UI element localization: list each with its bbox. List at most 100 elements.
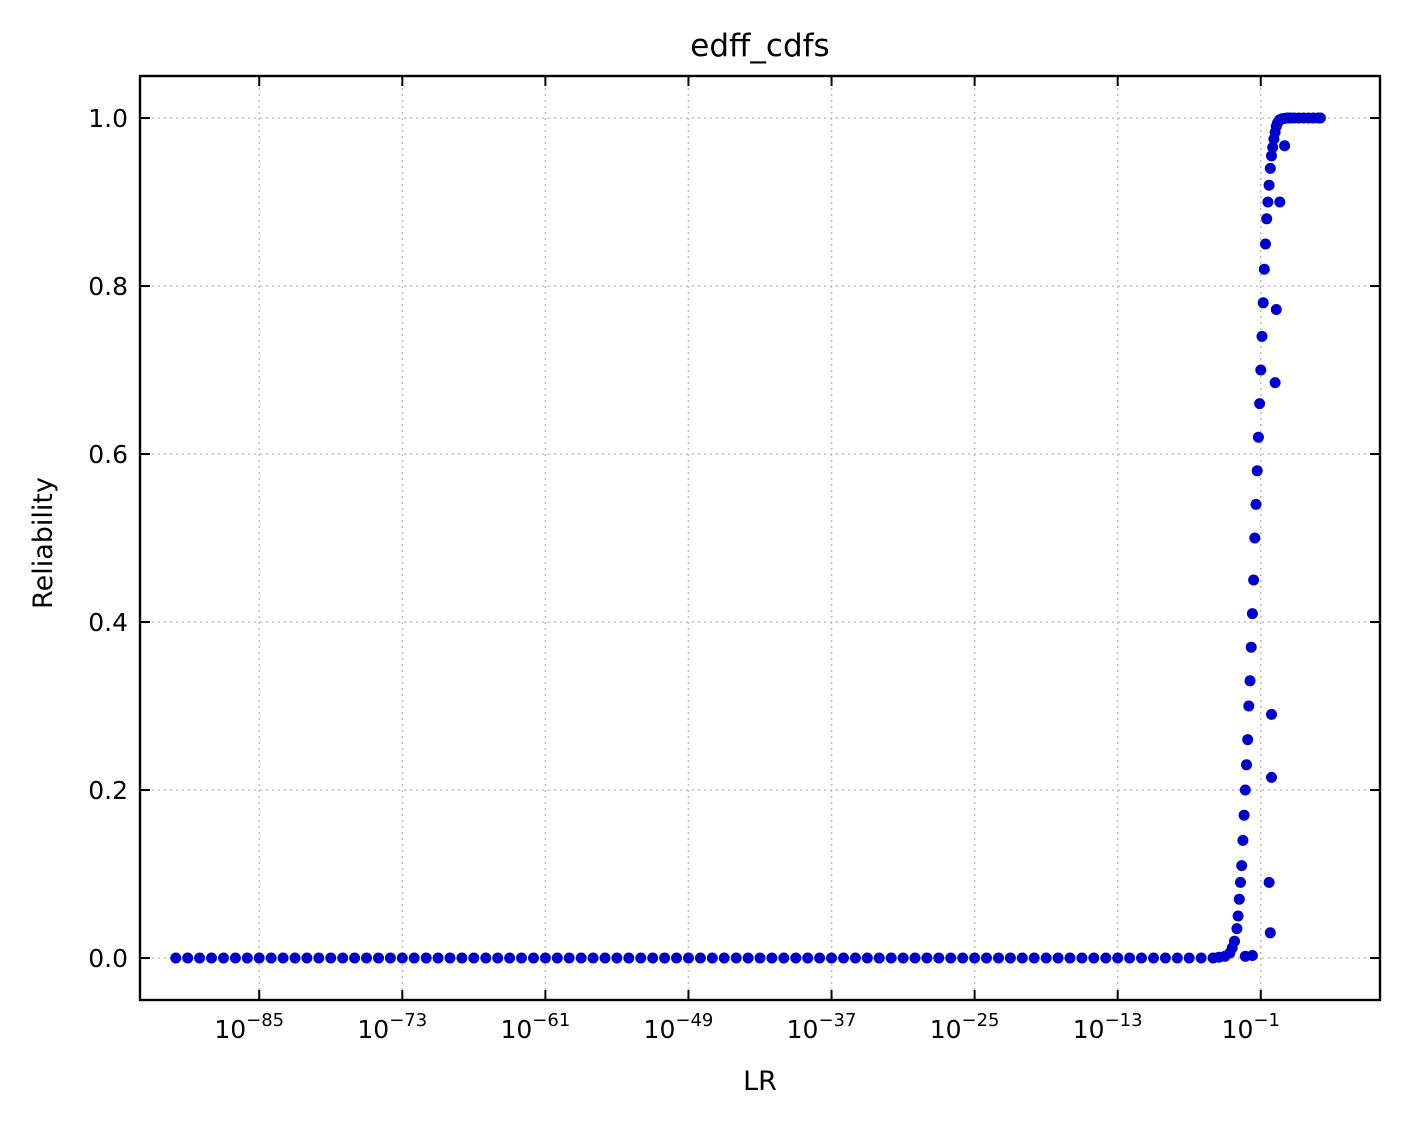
- data-point: [838, 952, 849, 964]
- data-point: [659, 952, 671, 964]
- data-point: [575, 952, 587, 964]
- data-point: [373, 952, 384, 964]
- data-point: [1254, 398, 1266, 410]
- data-point: [826, 952, 837, 964]
- data-point: [1136, 952, 1147, 964]
- data-point: [909, 952, 921, 964]
- x-tick-base: 10: [357, 1015, 389, 1044]
- x-tick-base: 10: [644, 1015, 676, 1044]
- data-point: [1241, 759, 1252, 771]
- data-point: [1267, 141, 1279, 153]
- data-point: [730, 952, 742, 964]
- data-point: [778, 952, 790, 964]
- data-point: [635, 952, 647, 964]
- data-point: [957, 952, 969, 964]
- data-point: [194, 952, 206, 964]
- data-point: [897, 952, 909, 964]
- data-point: [1250, 498, 1262, 510]
- data-point: [241, 952, 253, 964]
- points-layer: [170, 112, 1326, 964]
- data-point: [1251, 465, 1263, 477]
- data-point: [694, 952, 706, 964]
- data-point: [1064, 952, 1076, 964]
- x-tick-label: 10−25: [930, 1010, 1000, 1044]
- x-tick-exponent: −49: [675, 1010, 713, 1031]
- data-point: [325, 952, 337, 964]
- x-axis-label: LR: [743, 1066, 777, 1097]
- x-tick-exponent: −61: [532, 1010, 570, 1031]
- data-point: [1112, 952, 1124, 964]
- data-point: [253, 952, 265, 964]
- data-point: [384, 952, 396, 964]
- data-point: [1258, 263, 1270, 275]
- data-point: [1246, 950, 1258, 961]
- data-point: [1100, 952, 1112, 964]
- data-point: [611, 952, 623, 964]
- data-point: [480, 952, 492, 964]
- data-point: [1236, 860, 1248, 872]
- data-point: [1314, 112, 1326, 124]
- data-point: [1266, 771, 1277, 783]
- y-tick-label: 0.0: [88, 944, 128, 973]
- data-point: [599, 952, 611, 964]
- data-point: [1076, 952, 1088, 964]
- data-point: [873, 952, 885, 964]
- data-point: [182, 952, 194, 964]
- data-point: [1088, 952, 1100, 964]
- data-point: [1028, 952, 1040, 964]
- data-point: [1231, 923, 1243, 935]
- x-tick-label: 10−37: [787, 1010, 857, 1044]
- data-point: [1232, 910, 1244, 922]
- x-tick-base: 10: [1073, 1015, 1105, 1044]
- data-point: [1229, 935, 1240, 947]
- data-point: [1266, 150, 1277, 162]
- data-point: [289, 952, 301, 964]
- data-point: [444, 952, 456, 964]
- data-point: [933, 952, 945, 964]
- data-point: [1235, 876, 1246, 888]
- data-point: [1148, 952, 1159, 964]
- x-tick-base: 10: [500, 1015, 532, 1044]
- grid-layer: [140, 76, 1380, 1000]
- data-point: [504, 952, 516, 964]
- ticks-layer: 0.00.20.40.60.81.010−85 10−73 10−61 10−49 10…: [88, 76, 1380, 1044]
- data-point: [969, 952, 981, 964]
- x-tick-exponent: −1: [1253, 1010, 1280, 1031]
- data-point: [1237, 834, 1249, 846]
- data-point: [539, 952, 551, 964]
- data-point: [1171, 952, 1183, 964]
- data-point: [1269, 377, 1281, 389]
- data-point: [1260, 238, 1271, 250]
- data-point: [1124, 952, 1136, 964]
- data-point: [218, 952, 229, 964]
- data-point: [1239, 784, 1251, 796]
- data-point: [945, 952, 957, 964]
- data-point: [1279, 140, 1291, 152]
- x-tick-exponent: −37: [818, 1010, 856, 1031]
- data-point: [814, 952, 826, 964]
- data-point: [551, 952, 563, 964]
- data-point: [706, 952, 718, 964]
- data-point: [790, 952, 802, 964]
- data-point: [361, 952, 372, 964]
- x-tick-exponent: −73: [389, 1010, 427, 1031]
- data-point: [1257, 297, 1269, 309]
- data-point: [766, 952, 778, 964]
- data-point: [1244, 675, 1256, 687]
- y-tick-label: 0.6: [88, 440, 128, 469]
- data-point: [420, 952, 432, 964]
- x-tick-label: 10−49: [644, 1010, 714, 1044]
- data-point: [1263, 876, 1275, 888]
- data-point: [1243, 700, 1255, 712]
- data-point: [528, 952, 539, 964]
- data-point: [1261, 213, 1273, 225]
- chart-title: edff_cdfs: [690, 28, 829, 64]
- data-point: [718, 952, 730, 964]
- y-axis-label: Reliability: [28, 477, 59, 609]
- data-point: [313, 952, 325, 964]
- data-point: [1159, 952, 1171, 964]
- data-point: [1016, 952, 1028, 964]
- data-point: [1238, 809, 1250, 821]
- data-point: [277, 952, 289, 964]
